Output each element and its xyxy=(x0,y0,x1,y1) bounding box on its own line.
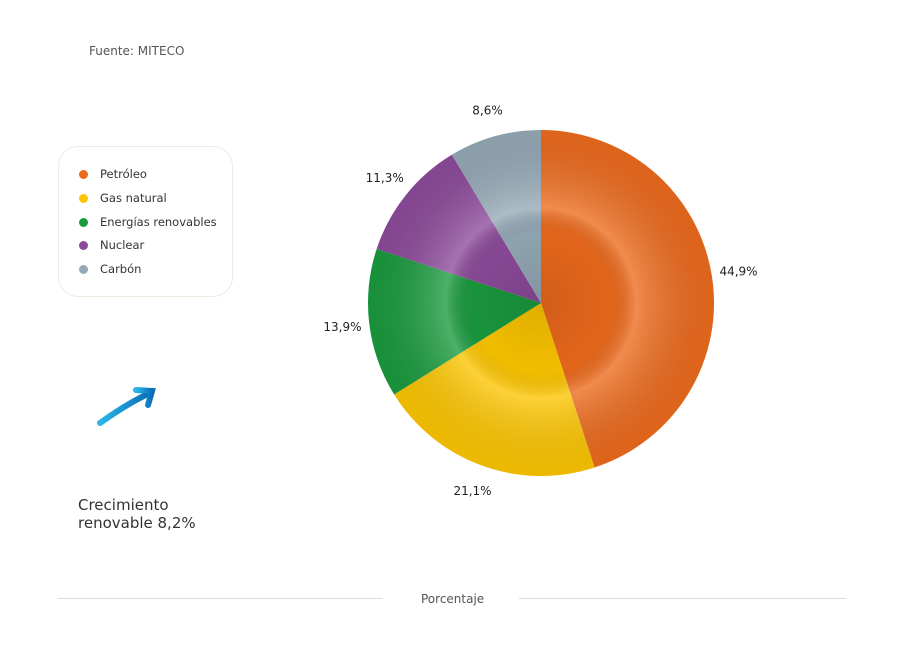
legend-label: Petróleo xyxy=(100,167,147,181)
pie-shading xyxy=(368,130,714,476)
growth-caption: Crecimiento renovable 8,2% xyxy=(78,496,196,532)
legend-label: Carbón xyxy=(100,262,142,276)
growth-chart-icon xyxy=(90,387,179,474)
legend: Petróleo Gas natural Energías renovables… xyxy=(58,146,233,297)
legend-label: Energías renovables xyxy=(100,215,217,229)
legend-item-petroleo: Petróleo xyxy=(79,167,147,181)
legend-dot xyxy=(79,217,88,227)
data-label-4: 8,6% xyxy=(472,103,503,117)
legend-item-carbon: Carbón xyxy=(79,262,141,276)
data-label-0: 44,9% xyxy=(719,265,757,279)
growth-line-1: Crecimiento xyxy=(78,496,169,514)
axis-line-right xyxy=(519,598,846,599)
legend-dot xyxy=(79,193,88,203)
legend-dot xyxy=(79,264,88,274)
legend-item-renovables: Energías renovables xyxy=(79,215,217,229)
data-label-1: 21,1% xyxy=(453,484,491,498)
legend-item-nuclear: Nuclear xyxy=(79,238,144,252)
legend-item-gas: Gas natural xyxy=(79,191,167,205)
legend-label: Gas natural xyxy=(100,191,167,205)
axis-line-left xyxy=(58,598,383,599)
data-label-3: 11,3% xyxy=(366,171,404,185)
x-axis-label: Porcentaje xyxy=(421,592,485,606)
legend-label: Nuclear xyxy=(100,238,145,252)
legend-dot xyxy=(79,240,88,250)
data-label-2: 13,9% xyxy=(323,320,361,334)
legend-dot xyxy=(79,169,88,179)
growth-line-2: renovable 8,2% xyxy=(78,514,196,532)
source-note: Fuente: MITECO xyxy=(89,44,185,58)
